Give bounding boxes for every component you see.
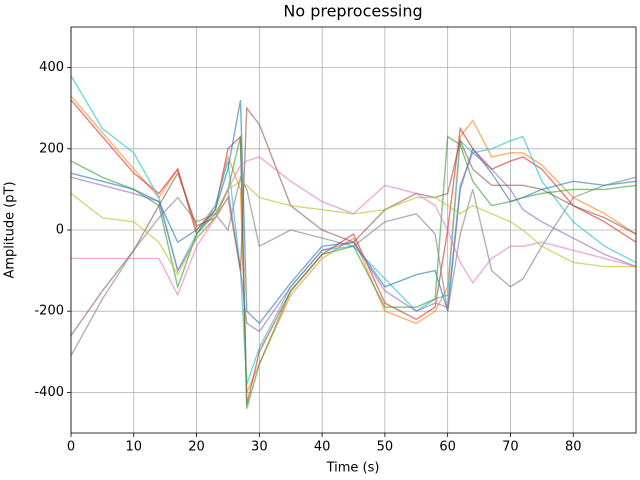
- y-tick-label: -400: [34, 385, 64, 400]
- x-tick-label: 80: [565, 440, 582, 455]
- plot-frame: [70, 26, 637, 434]
- x-axis-label: Time (s): [326, 461, 380, 476]
- y-tick-label: -200: [34, 304, 64, 319]
- y-tick-label: 200: [39, 141, 64, 156]
- x-tick-label: 60: [439, 440, 456, 455]
- data-line: [70, 175, 637, 357]
- data-line: [71, 156, 637, 297]
- y-axis-label: Amplitude (pT): [3, 181, 18, 278]
- y-tick-label: 0: [56, 223, 64, 238]
- chart-title: No preprocessing: [283, 2, 422, 21]
- x-tick-label: 30: [251, 440, 268, 455]
- x-tick-label: 40: [314, 440, 331, 455]
- x-tick-label: 50: [377, 440, 394, 455]
- data-line: [70, 135, 637, 409]
- data-line: [70, 106, 637, 336]
- x-tick-label: 0: [67, 440, 75, 455]
- data-line: [70, 99, 637, 405]
- x-tick-label: 70: [502, 440, 519, 455]
- x-tick-label: 10: [126, 440, 143, 455]
- y-tick-label: 400: [39, 60, 64, 75]
- x-tick-label: 20: [188, 440, 205, 455]
- data-line: [70, 180, 636, 277]
